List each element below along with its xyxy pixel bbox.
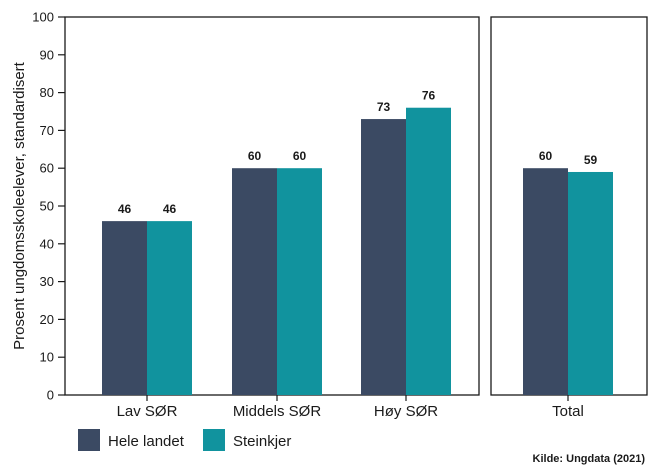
bar-total-0 (523, 168, 568, 395)
y-tick-label: 60 (40, 161, 54, 176)
y-tick-label: 0 (47, 388, 54, 403)
data-label: 46 (163, 202, 177, 216)
y-axis: 0 10 20 30 40 50 60 70 80 90 100 (32, 10, 65, 403)
y-tick-label: 70 (40, 123, 54, 138)
y-tick-label: 30 (40, 274, 54, 289)
y-tick-label: 100 (32, 10, 54, 25)
data-label: 46 (118, 202, 132, 216)
legend-swatch-0 (78, 429, 100, 451)
y-tick-label: 20 (40, 312, 54, 327)
y-tick-label: 40 (40, 236, 54, 251)
bar-cat2-0 (361, 119, 406, 395)
data-label: 60 (293, 149, 307, 163)
category-label: Middels SØR (233, 403, 322, 420)
category-label: Høy SØR (374, 403, 438, 420)
category-label: Total (552, 403, 584, 420)
bar-cat2-1 (406, 107, 451, 395)
bar-total-1 (568, 171, 613, 395)
y-tick-label: 10 (40, 350, 54, 365)
legend-swatch-1 (203, 429, 225, 451)
y-tick-label: 90 (40, 47, 54, 62)
bar-cat1-1 (277, 168, 322, 395)
legend-label: Hele landet (108, 433, 185, 450)
bar-cat0-1 (147, 221, 192, 395)
data-label: 76 (422, 89, 436, 103)
data-label: 73 (377, 100, 391, 114)
y-tick-label: 50 (40, 199, 54, 214)
category-label: Lav SØR (117, 403, 178, 420)
category-labels: Lav SØR Middels SØR Høy SØR Total (117, 395, 584, 420)
legend-label: Steinkjer (233, 433, 291, 450)
bars (102, 107, 613, 395)
data-labels: 46 46 60 60 73 76 60 59 (118, 89, 598, 216)
source-note: Kilde: Ungdata (2021) (533, 453, 646, 465)
data-label: 59 (584, 153, 598, 167)
data-label: 60 (248, 149, 262, 163)
bar-cat1-0 (232, 168, 277, 395)
bar-cat0-0 (102, 221, 147, 395)
y-tick-label: 80 (40, 85, 54, 100)
data-label: 60 (539, 149, 553, 163)
y-axis-label: Prosent ungdomsskoleelever, standardiser… (11, 61, 28, 349)
legend: Hele landet Steinkjer (78, 429, 291, 451)
